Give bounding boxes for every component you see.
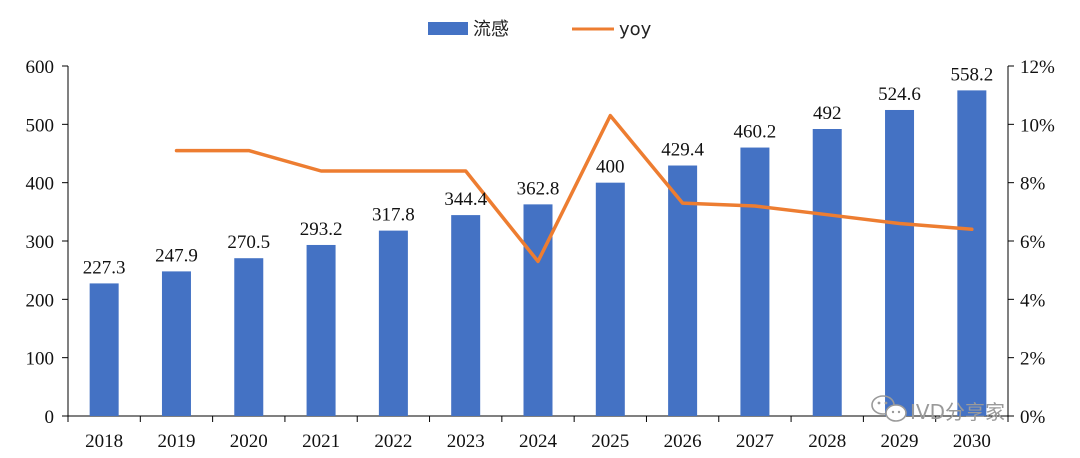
bar-data-label: 270.5 [227, 232, 270, 253]
bar [451, 215, 481, 416]
x-tick-label: 2024 [519, 431, 558, 452]
legend-label-line: yoy [619, 19, 652, 40]
bar [161, 271, 191, 416]
y-tick-label-right: 6% [1020, 232, 1046, 253]
bar [306, 244, 336, 416]
bar [957, 90, 987, 416]
bar-data-label: 429.4 [661, 140, 704, 161]
watermark-text: IVD分享家 [910, 400, 1005, 424]
y-tick-label-right: 2% [1020, 349, 1046, 370]
y-tick-label-right: 12% [1020, 57, 1055, 78]
y-tick-label-right: 10% [1020, 115, 1055, 136]
y-tick-label-left: 0 [45, 407, 55, 428]
bar [234, 258, 264, 416]
bar [595, 182, 625, 416]
y-tick-label-right: 0% [1020, 407, 1046, 428]
y-tick-label-left: 200 [26, 290, 55, 311]
bar [740, 147, 770, 417]
legend: 流感 yoy [428, 19, 652, 40]
bar-labels: 227.3 247.9 270.5 293.2 317.8 344.4 362.8 400 42… [83, 64, 993, 278]
yoy-line [174, 113, 974, 264]
y-tick-label-right: 4% [1020, 290, 1046, 311]
bar [89, 283, 119, 416]
legend-label-bar: 流感 [473, 19, 509, 40]
y-tick-label-left: 600 [26, 57, 55, 78]
bar [812, 129, 842, 416]
yoy-series-line [174, 113, 974, 264]
x-tick-label: 2030 [953, 431, 991, 452]
x-tick-label: 2022 [374, 431, 412, 452]
x-tick-label: 2027 [736, 431, 774, 452]
bar-data-label: 247.9 [155, 245, 198, 266]
bar-data-label: 460.2 [734, 122, 777, 143]
watermark: IVD分享家 [871, 395, 1005, 424]
x-tick-label: 2021 [302, 431, 340, 452]
bar [523, 204, 553, 416]
y-tick-label-left: 400 [26, 174, 55, 195]
bar-data-label: 317.8 [372, 205, 415, 226]
y-tick-label-right: 8% [1020, 174, 1046, 195]
bar-data-label: 400 [596, 157, 625, 178]
x-tick-label: 2019 [157, 431, 195, 452]
y-tick-label-left: 300 [26, 232, 55, 253]
y-tick-label-left: 100 [26, 349, 55, 370]
x-tick-label: 2029 [881, 431, 919, 452]
x-tick-label: 2018 [85, 431, 123, 452]
bar-data-label: 558.2 [950, 64, 993, 85]
x-tick-label: 2026 [664, 431, 702, 452]
bar-data-label: 293.2 [300, 219, 343, 240]
wechat-icon [871, 395, 907, 422]
x-tick-label: 2028 [808, 431, 846, 452]
bar [378, 230, 408, 416]
x-tick-label: 2020 [230, 431, 268, 452]
legend-swatch-bar [428, 22, 468, 35]
bar-data-label: 362.8 [517, 178, 560, 199]
axes: 0 100 200 300 400 500 600 0% 2% 4% 6% 8% 10% 12% 2018 2… [26, 57, 1056, 452]
bar-data-label: 344.4 [444, 189, 487, 210]
x-tick-label: 2025 [591, 431, 629, 452]
y-tick-label-left: 500 [26, 115, 55, 136]
bars [89, 90, 987, 417]
bar-data-label: 524.6 [878, 84, 921, 105]
bar [668, 165, 698, 416]
bar [885, 109, 915, 416]
x-tick-label: 2023 [447, 431, 485, 452]
bar-data-label: 492 [813, 103, 842, 124]
bar-data-label: 227.3 [83, 257, 126, 278]
